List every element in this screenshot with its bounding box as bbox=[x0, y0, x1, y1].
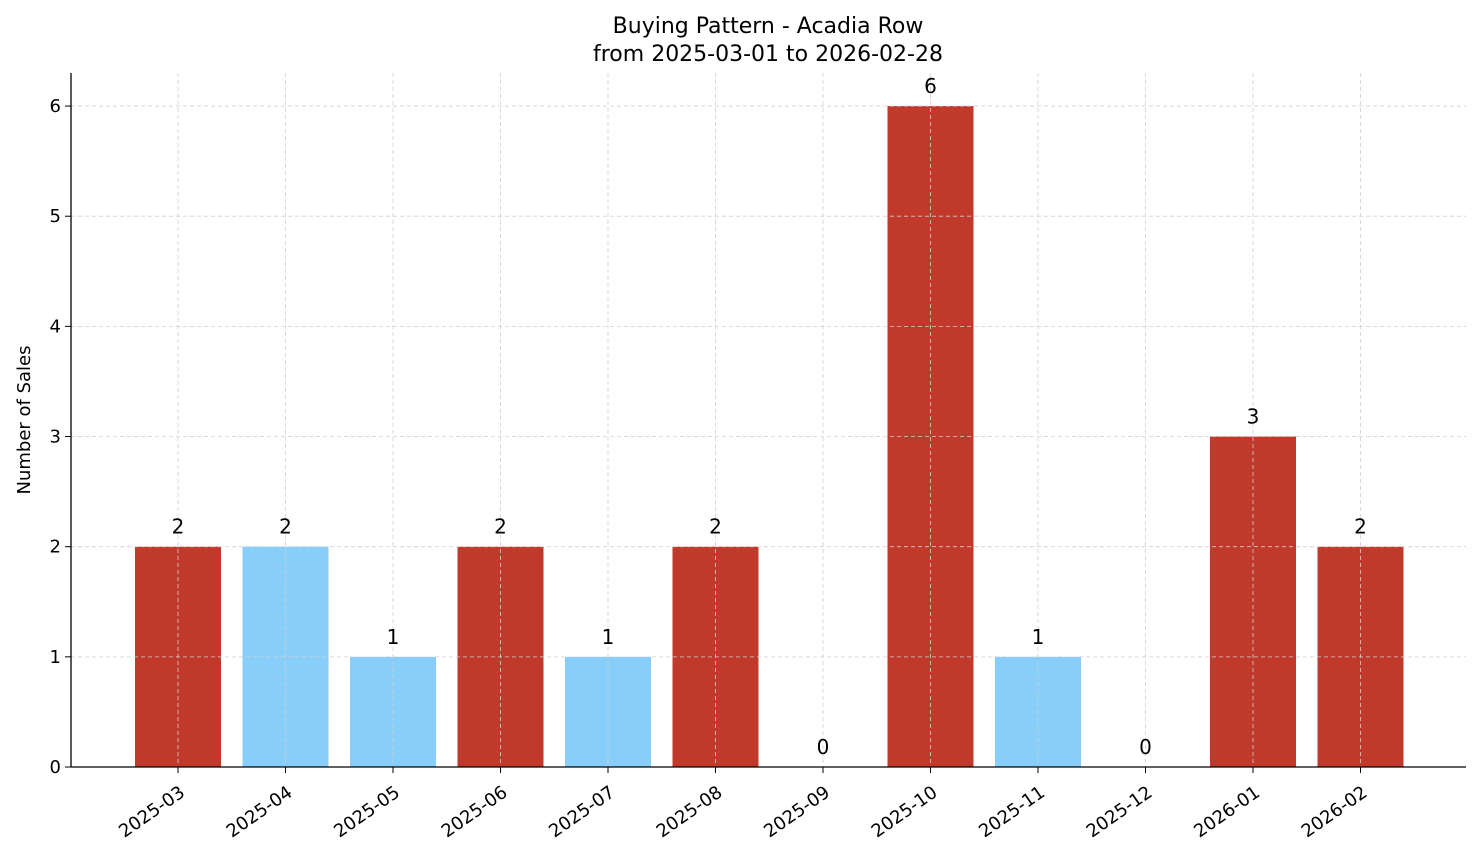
data-label: 0 bbox=[817, 735, 830, 759]
x-tick-label: 2025-11 bbox=[975, 782, 1049, 842]
data-label: 2 bbox=[279, 515, 292, 539]
x-tick-label: 2025-09 bbox=[760, 782, 834, 842]
data-label: 1 bbox=[602, 625, 615, 649]
y-tick-label: 0 bbox=[50, 757, 61, 778]
x-tick-label: 2025-10 bbox=[868, 782, 942, 842]
x-tick-label: 2025-06 bbox=[438, 782, 512, 842]
data-label: 2 bbox=[709, 515, 722, 539]
y-axis-label: Number of Sales bbox=[14, 345, 35, 494]
data-label: 0 bbox=[1139, 735, 1152, 759]
chart-subtitle: from 2025-03-01 to 2026-02-28 bbox=[593, 42, 943, 67]
data-label: 2 bbox=[172, 515, 185, 539]
x-tick-label: 2025-07 bbox=[545, 782, 619, 842]
data-label: 1 bbox=[1032, 625, 1045, 649]
x-tick-label: 2026-01 bbox=[1190, 782, 1264, 842]
data-label: 3 bbox=[1247, 405, 1260, 429]
x-tick-label: 2025-04 bbox=[223, 782, 297, 842]
data-label: 6 bbox=[924, 74, 937, 98]
y-tick-label: 5 bbox=[50, 206, 61, 227]
data-label: 1 bbox=[387, 625, 400, 649]
y-tick-label: 6 bbox=[50, 96, 61, 117]
chart-title: Buying Pattern - Acadia Row bbox=[613, 14, 924, 39]
x-tick-label: 2025-05 bbox=[330, 782, 404, 842]
x-tick-label: 2025-03 bbox=[115, 782, 189, 842]
y-tick-label: 2 bbox=[50, 537, 61, 558]
x-tick-label: 2026-02 bbox=[1298, 782, 1372, 842]
y-tick-label: 1 bbox=[50, 647, 61, 668]
data-label: 2 bbox=[1354, 515, 1367, 539]
x-tick-label: 2025-12 bbox=[1083, 782, 1157, 842]
data-label: 2 bbox=[494, 515, 507, 539]
y-tick-label: 3 bbox=[50, 427, 61, 448]
x-tick-label: 2025-08 bbox=[653, 782, 727, 842]
y-tick-label: 4 bbox=[50, 316, 61, 337]
